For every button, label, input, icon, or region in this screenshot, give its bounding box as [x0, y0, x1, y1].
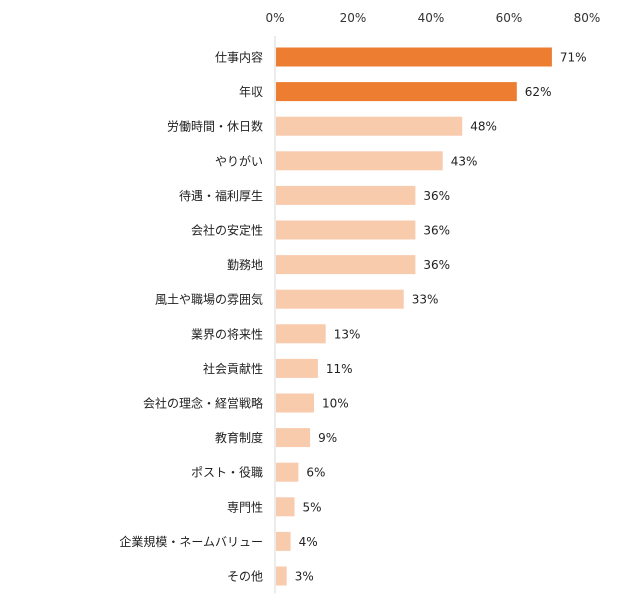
value-label: 36%	[423, 189, 450, 203]
bar	[276, 324, 326, 344]
value-label: 3%	[295, 570, 314, 584]
bar	[276, 531, 291, 551]
bar	[276, 116, 463, 136]
category-label: 教育制度	[215, 430, 263, 445]
category-label: 業界の将来性	[191, 327, 263, 341]
category-label: 社会貢献性	[203, 361, 263, 376]
value-label: 5%	[303, 500, 322, 514]
bars-group: 仕事内容 71% 年収 62% 労働時間・休日数 48% やりがい 43% 待遇・福利厚生 36%…	[119, 47, 587, 586]
value-label: 48%	[470, 120, 497, 134]
category-label: 会社の理念・経営戦略	[143, 396, 263, 411]
category-label: ポスト・役職	[191, 465, 263, 480]
x-tick-label: 80%	[574, 11, 601, 25]
category-label: 待遇・福利厚生	[179, 188, 263, 203]
bar	[276, 289, 404, 309]
value-label: 33%	[412, 293, 439, 307]
x-tick-label: 20%	[340, 11, 367, 25]
value-label: 36%	[423, 258, 450, 272]
bar	[276, 185, 416, 205]
category-label: 仕事内容	[215, 50, 263, 65]
category-label: 会社の安定性	[191, 223, 263, 238]
bar	[276, 428, 311, 448]
value-label: 10%	[322, 397, 349, 411]
category-label: 勤務地	[227, 258, 263, 272]
bar	[276, 151, 443, 171]
x-tick-label: 0%	[265, 11, 284, 25]
category-label: 年収	[239, 85, 263, 99]
category-label: 風土や職場の雰囲気	[155, 292, 263, 307]
category-label: 専門性	[227, 500, 263, 514]
category-label: その他	[227, 570, 263, 584]
value-label: 4%	[299, 535, 318, 549]
category-label: 労働時間・休日数	[167, 119, 263, 134]
bar	[276, 566, 287, 586]
category-label: やりがい	[215, 153, 263, 168]
category-label: 企業規模・ネームバリュー	[119, 534, 263, 549]
bar	[276, 358, 318, 378]
value-label: 13%	[334, 327, 361, 341]
value-label: 71%	[560, 51, 587, 65]
bar	[276, 497, 295, 517]
value-label: 36%	[423, 224, 450, 238]
bar	[276, 220, 416, 240]
x-tick-label: 40%	[418, 11, 445, 25]
bar	[276, 393, 314, 413]
value-label: 9%	[318, 431, 337, 445]
bar	[276, 82, 517, 102]
value-label: 43%	[451, 154, 478, 168]
value-label: 6%	[306, 466, 325, 480]
value-label: 62%	[525, 85, 552, 99]
bar	[276, 255, 416, 275]
bar	[276, 462, 299, 482]
value-label: 11%	[326, 362, 353, 376]
bar	[276, 47, 552, 67]
x-axis-ticks: 0% 20% 40% 60% 80%	[265, 11, 600, 25]
x-tick-label: 60%	[496, 11, 523, 25]
